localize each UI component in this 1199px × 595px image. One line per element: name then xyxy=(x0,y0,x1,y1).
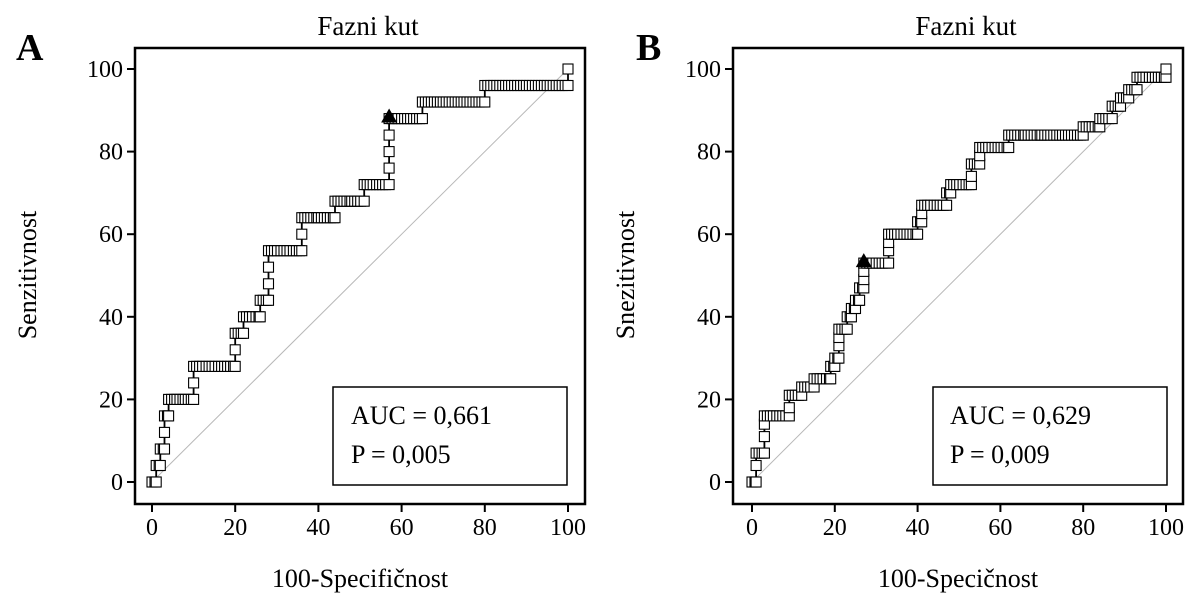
roc-point-marker xyxy=(229,360,241,372)
roc-point-marker xyxy=(1160,63,1172,75)
x-tick-label: 60 xyxy=(988,515,1012,541)
roc-point-marker xyxy=(883,257,895,269)
roc-point-marker xyxy=(562,63,574,75)
y-tick-label: 40 xyxy=(99,305,123,331)
roc-point-marker xyxy=(158,443,171,455)
x-tick-label: 0 xyxy=(146,515,158,541)
x-tick-label: 0 xyxy=(746,515,758,541)
stats-box-b xyxy=(932,386,1168,486)
reference-diagonal xyxy=(751,68,1167,483)
roc-point-marker xyxy=(1131,84,1143,96)
x-tick-label: 100 xyxy=(1148,515,1184,541)
roc-point-marker xyxy=(329,212,341,224)
y-tick-label: 0 xyxy=(111,470,123,496)
roc-point-marker xyxy=(912,228,924,240)
optimal-cutoff-marker xyxy=(381,108,398,123)
y-tick-label: 80 xyxy=(697,140,721,166)
roc-point-marker xyxy=(262,261,275,273)
roc-point-marker xyxy=(383,129,395,141)
x-tick-label: 40 xyxy=(306,515,330,541)
roc-point-marker xyxy=(750,459,762,472)
axis-ticks-a: 0 20 40 60 80 100 0 20 40 60 80 100 xyxy=(87,57,586,541)
roc-point-marker xyxy=(416,113,428,125)
roc-point-marker xyxy=(758,431,770,443)
roc-point-marker xyxy=(383,146,395,158)
roc-point-marker xyxy=(383,162,395,174)
roc-panel-a: A Fazni kut 0 20 40 60 80 100 0 20 40 60 80 100 AUC… xyxy=(13,11,587,593)
x-tick-label: 40 xyxy=(906,515,930,541)
roc-point-marker xyxy=(296,228,308,240)
axis-ticks-b: 0 20 40 60 80 100 0 20 40 60 80 100 xyxy=(685,57,1184,541)
roc-point-marker xyxy=(188,377,200,389)
roc-point-marker xyxy=(254,311,266,323)
roc-point-marker xyxy=(562,79,574,92)
roc-point-marker xyxy=(237,327,250,339)
roc-point-marker xyxy=(150,476,162,488)
roc-point-marker xyxy=(941,199,953,211)
optimal-point-b xyxy=(855,253,872,268)
roc-point-marker xyxy=(188,393,200,405)
x-tick-label: 20 xyxy=(823,515,847,541)
chart-title-b: Fazni kut xyxy=(915,11,1017,41)
y-tick-label: 60 xyxy=(697,222,721,248)
roc-point-marker xyxy=(163,410,175,422)
roc-point-marker xyxy=(358,195,370,207)
auc-text-b: AUC = 0,629 xyxy=(950,401,1091,430)
auc-text-a: AUC = 0,661 xyxy=(351,401,492,430)
roc-point-marker xyxy=(965,170,977,182)
y-tick-label: 100 xyxy=(87,57,123,83)
panel-letter-a: A xyxy=(16,27,44,69)
y-tick-label: 60 xyxy=(99,222,123,248)
roc-point-marker xyxy=(158,426,171,438)
p-value-text-b: P = 0,009 xyxy=(950,440,1050,469)
x-tick-label: 100 xyxy=(550,515,586,541)
y-tick-label: 40 xyxy=(697,305,721,331)
y-axis-label-a: Senzitivnost xyxy=(13,210,42,339)
x-tick-label: 80 xyxy=(1071,515,1095,541)
roc-point-marker xyxy=(154,459,166,472)
reference-line-b xyxy=(751,68,1167,483)
roc-point-marker xyxy=(750,476,762,488)
roc-point-marker xyxy=(758,447,770,459)
roc-point-marker xyxy=(783,402,795,414)
roc-point-marker xyxy=(296,245,308,257)
roc-point-marker xyxy=(833,352,845,364)
roc-markers-a xyxy=(146,63,574,488)
optimal-point-a xyxy=(381,108,398,123)
y-tick-label: 100 xyxy=(685,57,721,83)
y-tick-label: 0 xyxy=(709,470,721,496)
plot-frame-a xyxy=(133,46,587,506)
roc-point-marker xyxy=(262,278,275,290)
roc-point-marker xyxy=(854,294,866,306)
roc-point-marker xyxy=(479,96,491,108)
roc-point-marker xyxy=(1106,113,1118,125)
y-tick-label: 20 xyxy=(697,387,721,413)
reference-line-a xyxy=(151,68,569,483)
optimal-cutoff-marker xyxy=(855,253,872,268)
x-axis-label-b: 100-Specičnost xyxy=(878,564,1039,593)
roc-panel-b: B Fazni kut 0 20 40 60 80 100 0 20 40 60 80 100 AUC… xyxy=(611,11,1185,593)
panel-letter-b: B xyxy=(636,27,661,69)
roc-point-marker xyxy=(229,344,241,356)
chart-title-a: Fazni kut xyxy=(317,11,419,41)
x-tick-label: 60 xyxy=(390,515,414,541)
reference-diagonal xyxy=(151,68,569,483)
roc-point-marker xyxy=(841,323,853,335)
y-tick-label: 80 xyxy=(99,140,123,166)
y-tick-label: 20 xyxy=(99,387,123,413)
roc-point-marker xyxy=(1003,141,1015,154)
roc-markers-b xyxy=(746,63,1172,488)
p-value-text-a: P = 0,005 xyxy=(351,440,451,469)
x-tick-label: 20 xyxy=(223,515,247,541)
roc-point-marker xyxy=(383,179,395,191)
plot-frame-b xyxy=(731,46,1185,506)
x-tick-label: 80 xyxy=(473,515,497,541)
y-axis-label-b: Snezitivnost xyxy=(611,210,640,339)
stats-box-a xyxy=(332,386,568,486)
roc-point-marker xyxy=(262,294,275,306)
roc-point-marker xyxy=(825,373,837,385)
x-axis-label-a: 100-Specifičnost xyxy=(272,564,449,593)
